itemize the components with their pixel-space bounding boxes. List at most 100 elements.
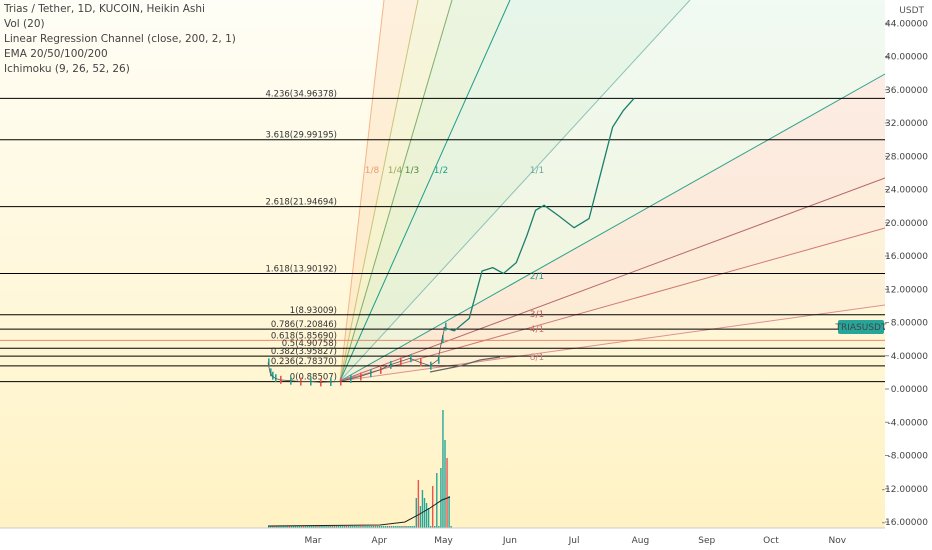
volume-bar bbox=[300, 526, 303, 528]
volume-bar bbox=[317, 526, 319, 528]
volume-bar bbox=[311, 526, 313, 528]
volume-bar bbox=[274, 526, 276, 528]
volume-bar bbox=[434, 526, 436, 528]
volume-bar bbox=[403, 526, 405, 528]
x-axis-tick-label: Nov bbox=[829, 536, 847, 546]
volume-bar bbox=[296, 526, 299, 528]
volume-bar bbox=[352, 526, 354, 528]
volume-bar bbox=[376, 526, 379, 528]
price-candle bbox=[442, 335, 444, 344]
gann-fan-label: 1/3 bbox=[405, 166, 419, 176]
x-axis-panel bbox=[0, 528, 885, 550]
volume-bar bbox=[388, 526, 391, 528]
volume-bar bbox=[405, 526, 407, 528]
chart-title: Trias / Tether, 1D, KUCOIN, Heikin Ashi bbox=[4, 3, 205, 15]
projected-price-path bbox=[443, 97, 635, 332]
volume-bar bbox=[368, 526, 370, 528]
volume-bar bbox=[298, 526, 301, 528]
volume-bar bbox=[413, 526, 415, 528]
volume-bar bbox=[302, 526, 305, 528]
volume-bar bbox=[382, 526, 385, 528]
indicator-volume[interactable]: Vol (20) bbox=[4, 18, 45, 30]
volume-bar bbox=[444, 440, 446, 528]
volume-bar bbox=[442, 410, 444, 528]
y-axis-tick-label: 32.00000 bbox=[885, 119, 928, 129]
fib-level-label: 1.618(13.90192) bbox=[265, 264, 337, 274]
volume-bar bbox=[415, 498, 417, 528]
fib-level-label: 0.786(7.20846) bbox=[271, 320, 337, 330]
fib-level-label: 0.618(5.85690) bbox=[271, 331, 337, 341]
y-axis-tick-label: 16.00000 bbox=[885, 252, 928, 262]
volume-bar bbox=[284, 526, 286, 528]
volume-bar bbox=[278, 526, 280, 528]
volume-bar bbox=[374, 526, 376, 528]
volume-bar bbox=[321, 526, 323, 528]
fib-level-label: 0.382(3.95827) bbox=[271, 347, 337, 357]
x-axis-tick-label: Aug bbox=[632, 536, 650, 546]
volume-bar bbox=[429, 526, 432, 528]
fib-level-label: 1(8.93009) bbox=[290, 306, 337, 316]
y-axis-tick-label: -16.00000 bbox=[882, 518, 928, 528]
volume-bar bbox=[397, 526, 399, 528]
volume-bar bbox=[432, 486, 434, 528]
volume-bar bbox=[401, 526, 403, 528]
volume-bar bbox=[270, 526, 272, 528]
price-history-line bbox=[267, 326, 446, 383]
volume-bar bbox=[399, 526, 401, 528]
y-axis-tick-label: -12.00000 bbox=[882, 485, 928, 495]
volume-bar bbox=[339, 526, 342, 528]
volume-bar bbox=[425, 503, 428, 528]
x-axis-tick-label: May bbox=[434, 536, 453, 546]
volume-bar bbox=[354, 526, 356, 528]
price-candle bbox=[272, 371, 274, 380]
symbol-badge bbox=[838, 320, 884, 334]
volume-bar bbox=[423, 498, 426, 528]
price-candle bbox=[445, 322, 447, 331]
volume-bar bbox=[360, 526, 362, 528]
volume-bar bbox=[329, 526, 331, 528]
volume-bar bbox=[350, 526, 352, 528]
gann-fan-label: 1/2 bbox=[434, 166, 448, 176]
volume-bar bbox=[395, 526, 397, 528]
volume-bar bbox=[370, 526, 372, 528]
volume-bar bbox=[347, 526, 350, 528]
y-axis-unit: USDT bbox=[899, 6, 924, 16]
volume-bar bbox=[272, 526, 274, 528]
y-axis-tick-label: 4.00000 bbox=[891, 352, 928, 362]
ichimoku-line bbox=[429, 356, 501, 373]
volume-bar bbox=[448, 496, 450, 528]
price-candle bbox=[268, 358, 270, 367]
volume-bar bbox=[331, 526, 333, 528]
volume-bar bbox=[358, 526, 360, 528]
volume-bar bbox=[282, 526, 284, 528]
x-axis-tick-label: Apr bbox=[372, 536, 388, 546]
volume-bar bbox=[409, 526, 411, 528]
gann-fan-label: 1/8 bbox=[365, 166, 380, 176]
fib-level-label: 3.618(29.99195) bbox=[265, 131, 337, 141]
volume-bar bbox=[436, 473, 438, 528]
chart-legend: Trias / Tether, 1D, KUCOIN, Heikin Ashi … bbox=[4, 2, 236, 77]
volume-bar bbox=[380, 526, 383, 528]
indicator-ema[interactable]: EMA 20/50/100/200 bbox=[4, 48, 108, 60]
volume-bar bbox=[319, 526, 321, 528]
y-axis-tick-label: 24.00000 bbox=[885, 186, 928, 196]
volume-bar bbox=[345, 526, 348, 528]
indicator-regression[interactable]: Linear Regression Channel (close, 200, 2… bbox=[4, 33, 236, 45]
volume-bar bbox=[337, 526, 340, 528]
y-axis-panel bbox=[885, 0, 932, 550]
volume-bar bbox=[393, 526, 395, 528]
gann-fan-zone bbox=[340, 0, 885, 381]
volume-bar bbox=[438, 526, 440, 528]
volume-bar bbox=[386, 526, 389, 528]
y-axis-tick-label: 0.00000 bbox=[891, 385, 928, 395]
fib-level-label: 0.236(2.78370) bbox=[271, 357, 337, 367]
gann-fan-line bbox=[339, 0, 691, 382]
gann-fan-label: 1/1 bbox=[530, 166, 544, 176]
y-axis-tick-label: 12.00000 bbox=[885, 285, 928, 295]
volume-bar bbox=[419, 506, 422, 528]
y-axis-tick-label: -4.00000 bbox=[888, 418, 929, 428]
price-candle bbox=[430, 361, 432, 370]
indicator-ichimoku[interactable]: Ichimoku (9, 26, 52, 26) bbox=[4, 63, 130, 75]
y-axis-tick-label: -8.00000 bbox=[888, 452, 929, 462]
